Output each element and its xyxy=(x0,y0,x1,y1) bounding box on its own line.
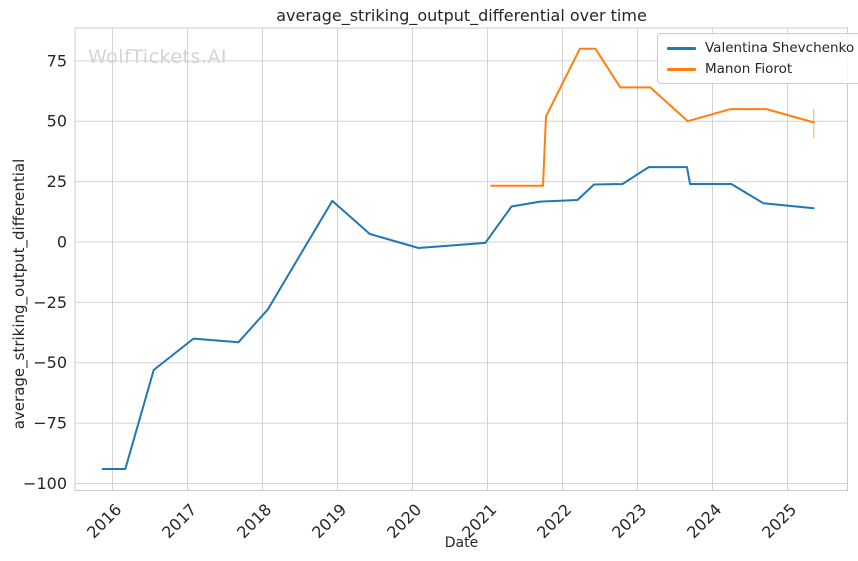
legend-line-swatch-blue xyxy=(667,46,696,50)
legend-item-valentina-shevchenko: Valentina Shevchenko xyxy=(667,40,854,56)
y-tick-label: −75 xyxy=(33,414,67,433)
series-line-manon-fiorot xyxy=(490,47,815,187)
legend-label: Manon Fiorot xyxy=(705,61,793,77)
legend: Valentina Shevchenko Manon Fiorot xyxy=(657,33,858,84)
legend-label: Valentina Shevchenko xyxy=(705,40,855,56)
legend-line-swatch-orange xyxy=(667,67,696,71)
y-tick-label: −50 xyxy=(33,353,67,372)
x-axis-label: Date xyxy=(444,535,479,551)
y-tick-label: 25 xyxy=(47,172,67,191)
watermark: WolfTickets.AI xyxy=(88,46,228,68)
y-tick-label: 50 xyxy=(47,112,67,131)
plot-border xyxy=(74,27,848,491)
y-tick-label: 0 xyxy=(57,232,67,251)
y-tick-label: −100 xyxy=(23,474,67,493)
y-tick-label: 75 xyxy=(47,51,67,70)
chart-title: average_striking_output_differential ove… xyxy=(276,6,647,25)
y-tick-label: −25 xyxy=(33,293,67,312)
legend-item-manon-fiorot: Manon Fiorot xyxy=(667,61,854,77)
y-axis-label: average_striking_output_differential xyxy=(10,158,28,430)
series-line-valentina-shevchenko xyxy=(101,166,815,470)
